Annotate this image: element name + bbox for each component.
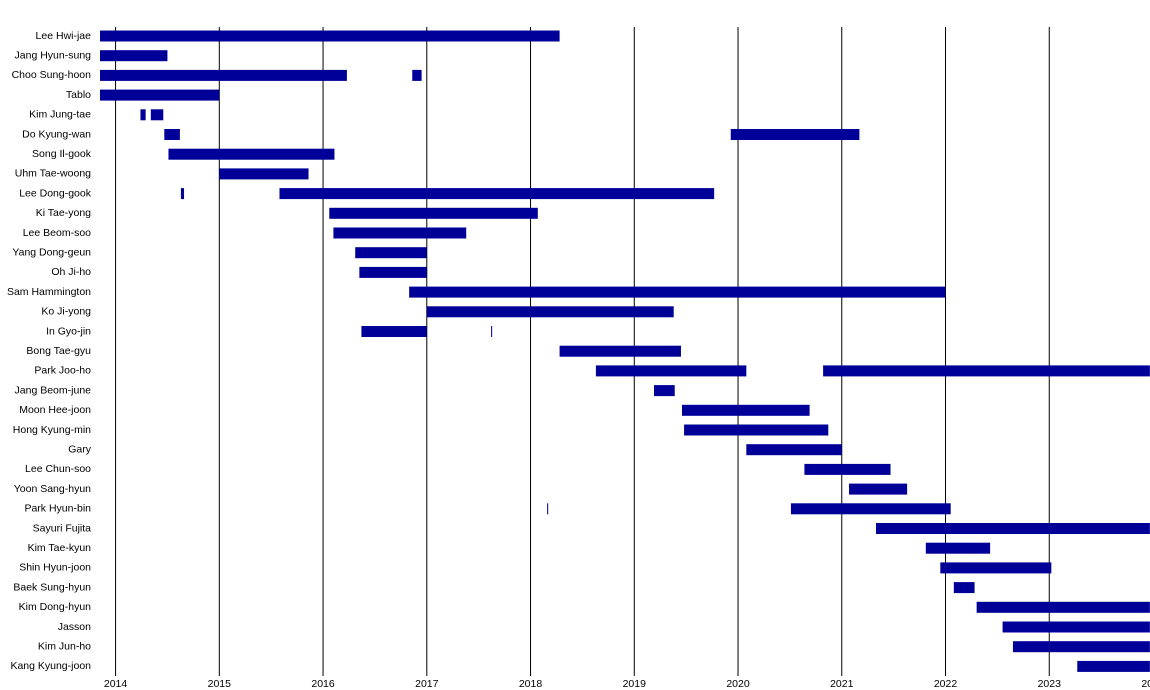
row-label: Bong Tae-gyu (26, 345, 91, 357)
row-label: Park Hyun-bin (24, 503, 91, 515)
bar (100, 69, 347, 81)
x-tick-label: 2018 (519, 678, 543, 690)
row-label: Jasson (58, 621, 91, 633)
bar (976, 601, 1150, 613)
bar (412, 69, 422, 81)
bar (491, 326, 493, 337)
row-label: Gary (68, 443, 92, 455)
row-label: Kim Jung-tae (29, 109, 91, 121)
row-label: Lee Beom-soo (23, 227, 91, 239)
bar (547, 503, 549, 515)
row-label: In Gyo-jin (46, 325, 91, 337)
row-label: Uhm Tae-woong (15, 168, 91, 180)
bar (653, 385, 675, 397)
row-label: Kim Tae-kyun (28, 542, 92, 554)
x-tick-label: 2022 (934, 678, 958, 690)
bar (180, 188, 185, 200)
row-label: Moon Hee-joon (19, 404, 91, 416)
bar (684, 424, 829, 436)
x-tick-label: 2023 (1038, 678, 1062, 690)
row-label: Yang Dong-geun (12, 246, 91, 258)
bar (279, 188, 715, 200)
bar (355, 247, 427, 259)
row-label: Song Il-gook (32, 148, 92, 160)
bar (1077, 660, 1150, 672)
row-label: Kang Kyung-joon (10, 660, 91, 672)
row-label: Yoon Sang-hyun (14, 483, 91, 495)
bar (876, 523, 1150, 534)
bar (426, 306, 674, 318)
bar (333, 227, 467, 239)
bar (168, 148, 335, 160)
bar (409, 286, 946, 298)
bar (140, 109, 146, 121)
row-label: Sayuri Fujita (33, 522, 92, 534)
bar (164, 129, 180, 140)
bar (359, 266, 427, 278)
row-label: Tablo (66, 89, 91, 101)
row-label: Kim Jun-ho (38, 640, 91, 652)
bar (953, 582, 975, 594)
bar (559, 345, 681, 357)
bar (329, 207, 538, 219)
bar (150, 109, 164, 121)
bar (849, 483, 908, 495)
row-label: Ki Tae-yong (36, 207, 91, 219)
bar (100, 89, 220, 101)
row-label: Do Kyung-wan (22, 128, 91, 140)
bar (100, 50, 168, 62)
bar (823, 365, 1150, 377)
bar (595, 365, 747, 377)
bar (804, 463, 891, 475)
row-label: Lee Chun-soo (25, 463, 91, 475)
row-label: Oh Ji-ho (51, 266, 91, 278)
bar (790, 503, 951, 515)
bar (100, 30, 560, 42)
x-tick-label: 2016 (311, 678, 335, 690)
x-tick-label: 2020 (726, 678, 750, 690)
bar (746, 444, 842, 456)
x-tick-label: 2017 (415, 678, 439, 690)
row-label: Shin Hyun-joon (19, 562, 91, 574)
row-label: Choo Sung-hoon (12, 69, 92, 81)
bar (925, 542, 991, 554)
row-label: Lee Hwi-jae (36, 30, 92, 42)
row-label: Jang Hyun-sung (15, 49, 92, 61)
row-label: Hong Kyung-min (13, 424, 91, 436)
row-label: Sam Hammington (7, 286, 91, 298)
row-label: Jang Beom-june (15, 384, 92, 396)
bar (940, 562, 1052, 574)
row-label: Park Joo-ho (34, 365, 91, 377)
x-tick-label: 2024 (1141, 678, 1150, 690)
bar (1002, 621, 1150, 633)
row-label: Lee Dong-gook (19, 187, 92, 199)
x-tick-label: 2015 (208, 678, 232, 690)
row-label: Ko Ji-yong (41, 306, 91, 318)
x-tick-label: 2021 (830, 678, 854, 690)
bar (219, 168, 309, 180)
bar (682, 404, 810, 416)
row-label: Baek Sung-hyun (13, 581, 91, 593)
bar (730, 129, 860, 140)
x-tick-label: 2019 (623, 678, 647, 690)
bar (361, 326, 427, 337)
x-tick-label: 2014 (104, 678, 128, 690)
row-label: Kim Dong-hyun (19, 601, 92, 613)
bar (1012, 641, 1150, 653)
